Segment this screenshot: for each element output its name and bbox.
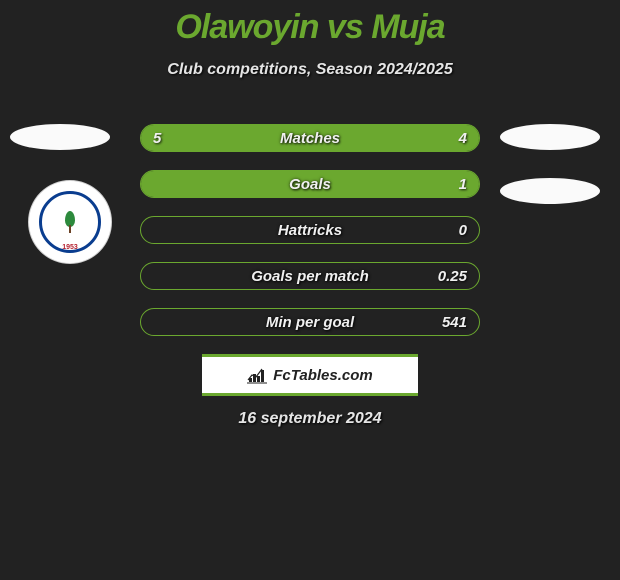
club-logo-ring: 1953 <box>39 191 101 253</box>
club-logo: 1953 <box>28 180 112 264</box>
fctables-brand-box: FcTables.com <box>202 354 418 396</box>
stat-value-right: 1 <box>459 176 467 193</box>
stat-label: Matches <box>280 130 340 147</box>
stat-row: Min per goal 541 <box>140 308 480 336</box>
page-subtitle: Club competitions, Season 2024/2025 <box>0 61 620 79</box>
stat-label: Goals <box>289 176 331 193</box>
stat-row: Goals 1 <box>140 170 480 198</box>
date-text: 16 september 2024 <box>0 410 620 428</box>
stat-row: Hattricks 0 <box>140 216 480 244</box>
stat-value-right: 0 <box>459 222 467 239</box>
stat-fill-right <box>327 125 479 151</box>
page-title: Olawoyin vs Muja <box>0 8 620 47</box>
team-badge-placeholder-right-1 <box>500 124 600 150</box>
stat-value-right: 541 <box>442 314 467 331</box>
stat-label: Min per goal <box>266 314 354 331</box>
stat-row: Goals per match 0.25 <box>140 262 480 290</box>
stat-value-right: 0.25 <box>438 268 467 285</box>
stat-label: Goals per match <box>251 268 369 285</box>
club-logo-year: 1953 <box>62 244 78 251</box>
stat-value-right: 4 <box>459 130 467 147</box>
stat-value-left: 5 <box>153 130 161 147</box>
stat-label: Hattricks <box>278 222 342 239</box>
stat-row: 5 Matches 4 <box>140 124 480 152</box>
fctables-brand-text: FcTables.com <box>273 367 372 384</box>
header: Olawoyin vs Muja Club competitions, Seas… <box>0 0 620 79</box>
tea-leaf-icon <box>61 209 79 235</box>
team-badge-placeholder-right-2 <box>500 178 600 204</box>
team-badge-placeholder-left <box>10 124 110 150</box>
bar-chart-icon <box>247 366 269 384</box>
